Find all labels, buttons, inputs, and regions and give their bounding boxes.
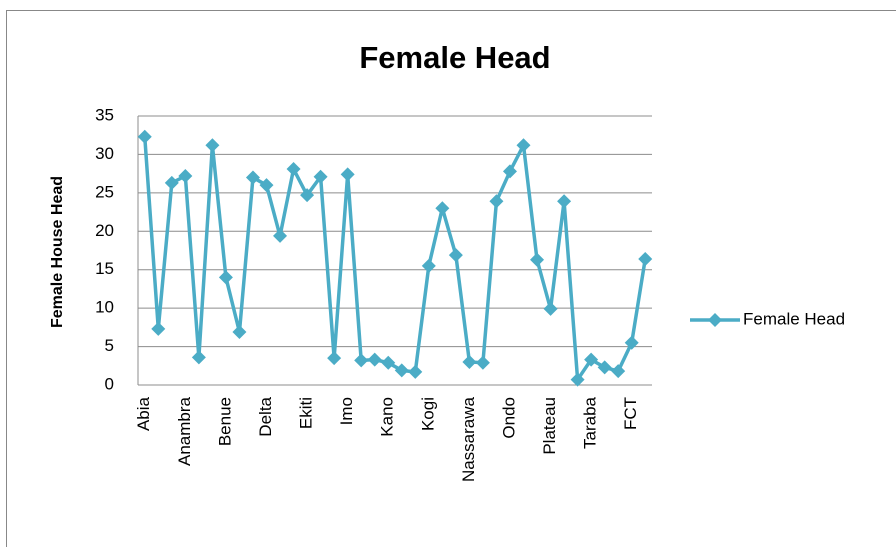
x-tick-label: Plateau xyxy=(540,397,559,455)
marker xyxy=(394,363,409,378)
chart-frame xyxy=(6,10,896,547)
marker xyxy=(354,353,369,368)
x-tick-label: Ekiti xyxy=(297,397,316,429)
marker xyxy=(381,355,396,370)
marker xyxy=(638,251,653,266)
y-tick-label: 0 xyxy=(105,374,114,393)
marker xyxy=(502,164,517,179)
x-tick-label: Taraba xyxy=(581,396,600,449)
marker xyxy=(191,350,206,365)
marker xyxy=(448,248,463,263)
y-tick-label: 5 xyxy=(105,336,114,355)
x-tick-label: FCT xyxy=(621,397,640,430)
marker xyxy=(516,138,531,153)
x-tick-label: Kogi xyxy=(418,397,437,431)
marker xyxy=(624,335,639,350)
marker xyxy=(164,175,179,190)
marker xyxy=(530,252,545,267)
marker xyxy=(151,321,166,336)
y-tick-label: 35 xyxy=(95,105,114,124)
marker xyxy=(205,138,220,153)
marker xyxy=(286,162,301,177)
marker xyxy=(178,168,193,183)
marker xyxy=(543,301,558,316)
marker xyxy=(218,270,233,285)
legend-label: Female Head xyxy=(743,309,845,328)
marker xyxy=(557,194,572,209)
marker xyxy=(408,364,423,379)
x-tick-label: Benue xyxy=(215,397,234,446)
marker xyxy=(489,194,504,209)
marker xyxy=(611,364,626,379)
marker xyxy=(259,178,274,193)
x-tick-label: Ondo xyxy=(499,397,518,439)
marker xyxy=(435,201,450,216)
marker xyxy=(367,352,382,367)
x-tick-label: Imo xyxy=(337,397,356,425)
marker xyxy=(300,188,315,203)
marker xyxy=(273,228,288,243)
line xyxy=(143,136,647,385)
marker xyxy=(570,372,585,387)
y-tick-label: 15 xyxy=(95,259,114,278)
legend-marker xyxy=(708,313,722,327)
x-tick-label: Nassarawa xyxy=(459,396,478,482)
y-tick-label: 25 xyxy=(95,182,114,201)
x-tick-label: Delta xyxy=(256,396,275,436)
marker xyxy=(584,352,599,367)
y-tick-label: 30 xyxy=(95,144,114,163)
marker xyxy=(597,360,612,375)
marker xyxy=(232,324,247,339)
marker xyxy=(245,170,260,185)
marker xyxy=(421,258,436,273)
marker xyxy=(313,169,328,184)
marker xyxy=(340,167,355,182)
y-tick-label: 10 xyxy=(95,298,114,317)
marker xyxy=(327,351,342,366)
marker xyxy=(462,354,477,369)
chart-title: Female Head xyxy=(359,40,550,75)
marker xyxy=(475,355,490,370)
x-tick-label: Abia xyxy=(134,396,153,431)
marker xyxy=(137,129,152,144)
x-tick-label: Kano xyxy=(378,397,397,437)
x-tick-label: Anambra xyxy=(175,396,194,466)
y-axis-label: Female House Head xyxy=(49,176,66,328)
y-tick-label: 20 xyxy=(95,221,114,240)
